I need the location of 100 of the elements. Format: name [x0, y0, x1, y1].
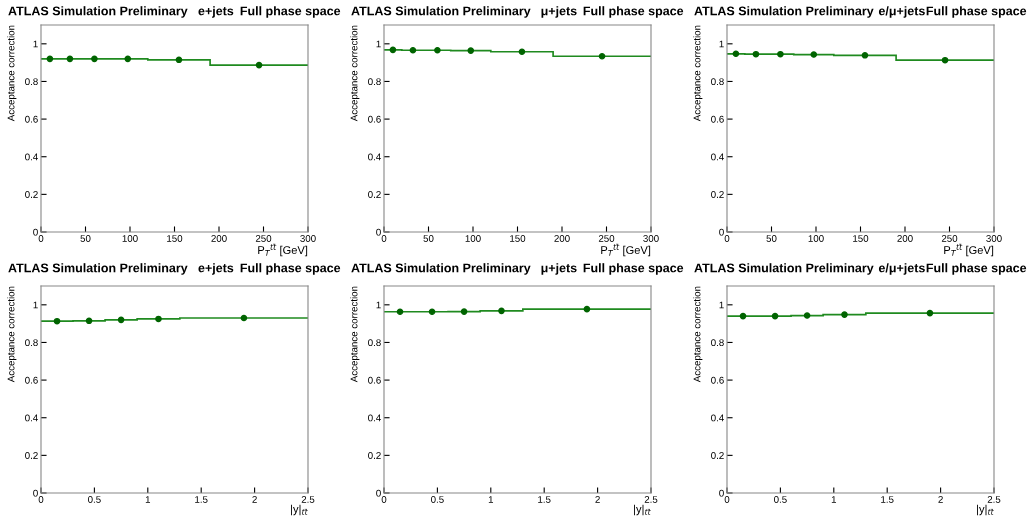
x-tick-label: 250: [598, 235, 615, 242]
y-tick-label: 0.2: [711, 191, 724, 198]
y-tick-label: 0.4: [368, 414, 381, 422]
x-tick-label: 1.5: [881, 496, 894, 503]
y-axis-title: Acceptance correction: [693, 286, 703, 383]
point: [467, 47, 475, 54]
x-tick-label: 0: [381, 496, 387, 503]
x-axis-title: |y|$_{tt̄}$: [634, 504, 651, 516]
chart-subtitle: e/μ+jets: [878, 263, 925, 275]
y-tick-label: 0.8: [25, 339, 38, 347]
x-tick-label: 100: [808, 235, 824, 242]
x-tick-label: 50: [766, 235, 777, 242]
x-tick-label: 200: [554, 235, 570, 242]
y-tick-label: 0.2: [368, 452, 381, 459]
text: Full phase space: [240, 6, 341, 18]
y-tick-label: 0.6: [368, 115, 381, 123]
x-tick-label: 0.5: [431, 496, 444, 503]
y-tick-label: 0.6: [711, 376, 724, 384]
x-tick-label: 150: [853, 235, 869, 242]
y-tick-label: 1: [719, 301, 724, 309]
x-axis-title: P$_{T}$$^{tt̄}$ [GeV]: [944, 243, 994, 257]
chart-subtitle: μ+jets: [541, 263, 577, 275]
y-tick-label: 0.6: [25, 115, 38, 123]
x-tick-label: 2: [252, 496, 257, 503]
x-tick-label: 2: [595, 496, 600, 503]
y-tick-label: 0.6: [711, 115, 724, 123]
x-tick-label: 1.5: [195, 496, 208, 503]
x-tick-label: 150: [510, 235, 526, 242]
x-tick-label: 2.5: [301, 496, 315, 503]
y-tick-label: 0.2: [25, 452, 38, 459]
text: Full phase space: [583, 6, 684, 18]
x-tick-label: 100: [122, 235, 138, 242]
x-tick-label: 0: [38, 496, 44, 503]
x-axis-title: P$_{T}$$^{tt̄}$ [GeV]: [258, 243, 308, 257]
y-tick-label: 0.8: [711, 339, 724, 347]
y-tick-label: 0: [719, 489, 724, 497]
y-tick-label: 0.4: [25, 153, 38, 161]
chart-title: ATLAS Simulation Preliminary: [694, 6, 874, 18]
y-tick-label: 0: [376, 228, 381, 236]
x-tick-label: 250: [941, 235, 958, 242]
y-tick-label: 0.4: [711, 153, 724, 161]
x-tick-label: 250: [255, 235, 272, 242]
x-tick-label: 1: [831, 496, 837, 503]
y-tick-label: 0: [376, 489, 381, 497]
text: Full phase space: [583, 263, 684, 275]
y-tick-label: 0.8: [25, 78, 38, 86]
x-tick-label: 100: [465, 235, 481, 242]
y-tick-label: 1: [376, 40, 381, 48]
text: Full phase space: [926, 263, 1027, 275]
x-tick-label: 1: [488, 496, 494, 503]
y-tick-label: 0.2: [25, 191, 38, 198]
y-tick-label: 0.4: [368, 153, 381, 161]
x-tick-label: 150: [167, 235, 183, 242]
x-tick-label: 0: [38, 235, 44, 242]
y-axis-title: Acceptance correction: [350, 286, 360, 383]
x-tick-label: 50: [423, 235, 434, 242]
chart-title: ATLAS Simulation Preliminary: [8, 263, 188, 275]
y-tick-label: 1: [33, 40, 38, 48]
point: [409, 46, 417, 54]
chart-title: ATLAS Simulation Preliminary: [8, 6, 188, 18]
x-tick-label: 1.5: [538, 496, 551, 503]
x-tick-label: 2.5: [644, 496, 658, 503]
x-tick-label: 2: [938, 496, 943, 503]
y-tick-label: 0.2: [711, 452, 724, 459]
y-tick-label: 0.6: [368, 376, 381, 384]
y-tick-label: 1: [719, 40, 724, 48]
x-axis-title: |y|$_{tt̄}$: [977, 504, 994, 516]
x-tick-label: 0: [724, 496, 730, 503]
point: [598, 52, 606, 60]
y-axis-title: Acceptance correction: [693, 25, 703, 122]
y-tick-label: 1: [376, 301, 381, 309]
point: [389, 46, 397, 54]
x-tick-label: 0.5: [774, 496, 787, 503]
y-tick-label: 0.8: [368, 339, 381, 347]
chart-title: ATLAS Simulation Preliminary: [351, 6, 531, 18]
x-tick-label: 50: [80, 235, 91, 242]
y-axis-title: Acceptance correction: [350, 25, 360, 122]
x-tick-label: 300: [643, 235, 659, 242]
x-axis-title: P$_{T}$$^{tt̄}$ [GeV]: [601, 243, 651, 257]
chart-title: ATLAS Simulation Preliminary: [351, 263, 531, 275]
y-tick-label: 0.8: [711, 78, 724, 86]
y-tick-label: 0: [33, 489, 38, 497]
y-tick-label: 0.8: [368, 78, 381, 86]
x-tick-label: 2.5: [987, 496, 1001, 503]
text: Full phase space: [240, 263, 341, 275]
chart-subtitle: e+jets: [198, 263, 234, 275]
x-axis-title: |y|$_{tt̄}$: [291, 504, 308, 516]
chart-subtitle: e/μ+jets: [878, 6, 925, 18]
x-tick-label: 300: [986, 235, 1002, 242]
y-axis-title: Acceptance correction: [7, 25, 17, 122]
chart-subtitle: e+jets: [198, 6, 234, 18]
point: [434, 46, 441, 54]
x-tick-label: 300: [300, 235, 316, 242]
x-tick-label: 0: [724, 235, 730, 242]
y-tick-label: 0.4: [711, 414, 724, 422]
y-tick-label: 0: [33, 228, 38, 236]
x-tick-label: 0.5: [88, 496, 101, 503]
y-tick-label: 0.4: [25, 414, 38, 422]
x-tick-label: 0: [381, 235, 387, 242]
chart-subtitle: μ+jets: [541, 6, 577, 18]
